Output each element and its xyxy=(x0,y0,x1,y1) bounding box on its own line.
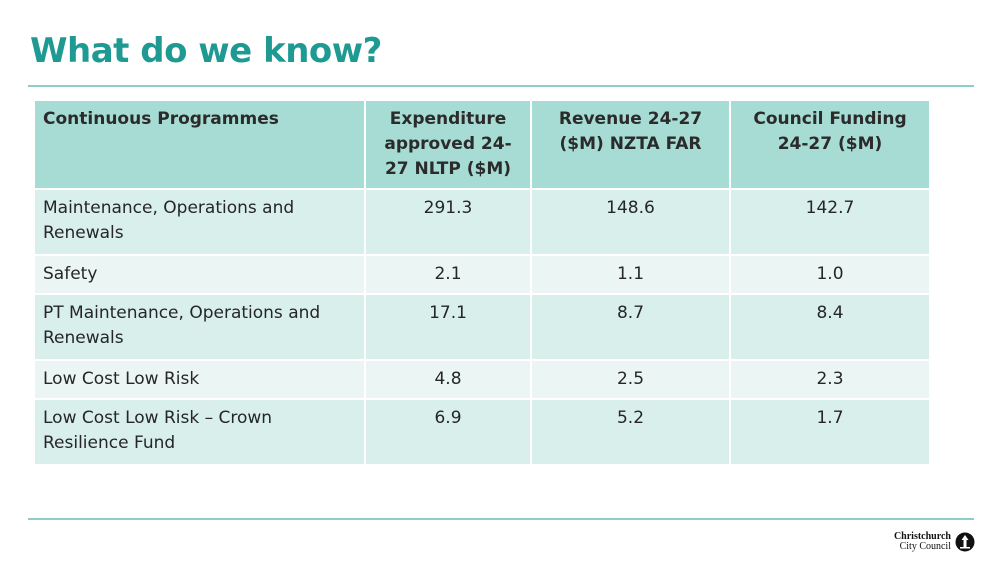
header-revenue: Revenue 24-27 ($M) NZTA FAR xyxy=(530,99,731,190)
bottom-divider xyxy=(28,518,974,520)
table-row: Maintenance, Operations and Renewals 291… xyxy=(33,188,931,256)
row-expenditure: 4.8 xyxy=(364,359,532,400)
row-council-funding: 142.7 xyxy=(729,188,931,256)
row-revenue: 5.2 xyxy=(530,398,731,466)
logo-line-2: City Council xyxy=(899,541,951,552)
row-revenue: 1.1 xyxy=(530,254,731,295)
christchurch-city-council-logo: Christchurch City Council xyxy=(894,532,975,552)
row-revenue: 8.7 xyxy=(530,293,731,361)
row-label: Low Cost Low Risk – Crown Resilience Fun… xyxy=(33,398,366,466)
header-council-funding: Council Funding 24-27 ($M) xyxy=(729,99,931,190)
row-revenue: 148.6 xyxy=(530,188,731,256)
row-expenditure: 6.9 xyxy=(364,398,532,466)
table-row: Low Cost Low Risk 4.8 2.5 2.3 xyxy=(33,359,931,400)
table-header-row: Continuous Programmes Expenditure approv… xyxy=(33,99,931,190)
row-expenditure: 2.1 xyxy=(364,254,532,295)
top-divider xyxy=(28,85,974,87)
row-expenditure: 291.3 xyxy=(364,188,532,256)
row-label: PT Maintenance, Operations and Renewals xyxy=(33,293,366,361)
row-council-funding: 8.4 xyxy=(729,293,931,361)
logo-wordmark: Christchurch City Council xyxy=(894,532,951,552)
logo-line-1: Christchurch xyxy=(893,531,951,542)
row-label: Safety xyxy=(33,254,366,295)
slide-title: What do we know? xyxy=(30,31,382,71)
row-expenditure: 17.1 xyxy=(364,293,532,361)
council-emblem-icon xyxy=(955,532,975,552)
row-council-funding: 1.7 xyxy=(729,398,931,466)
row-revenue: 2.5 xyxy=(530,359,731,400)
table-row: PT Maintenance, Operations and Renewals … xyxy=(33,293,931,361)
row-label: Maintenance, Operations and Renewals xyxy=(33,188,366,256)
table-row: Safety 2.1 1.1 1.0 xyxy=(33,254,931,295)
header-expenditure: Expenditure approved 24-27 NLTP ($M) xyxy=(364,99,532,190)
funding-table: Continuous Programmes Expenditure approv… xyxy=(33,99,931,466)
header-continuous-programmes: Continuous Programmes xyxy=(33,99,366,190)
row-council-funding: 1.0 xyxy=(729,254,931,295)
table-row: Low Cost Low Risk – Crown Resilience Fun… xyxy=(33,398,931,466)
row-council-funding: 2.3 xyxy=(729,359,931,400)
row-label: Low Cost Low Risk xyxy=(33,359,366,400)
